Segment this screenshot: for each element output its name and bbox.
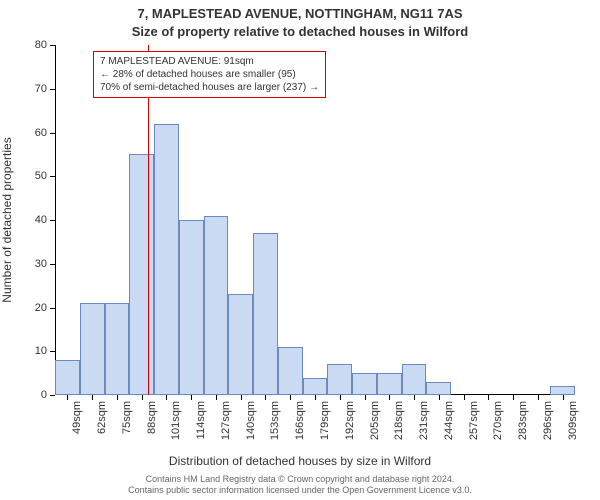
footer: Contains HM Land Registry data © Crown c…: [0, 474, 600, 496]
y-tick-label: 10: [35, 345, 47, 357]
x-tick-label: 166sqm: [294, 401, 306, 440]
x-tick-label: 205sqm: [369, 401, 381, 440]
annotation-line: ← 28% of detached houses are smaller (95…: [100, 68, 319, 81]
chart-title-main: 7, MAPLESTEAD AVENUE, NOTTINGHAM, NG11 7…: [0, 6, 600, 21]
x-axis-title: Distribution of detached houses by size …: [0, 454, 600, 468]
annotation-box: 7 MAPLESTEAD AVENUE: 91sqm← 28% of detac…: [93, 51, 326, 98]
bar: [278, 347, 303, 395]
x-tick: [191, 395, 192, 400]
y-tick-label: 0: [41, 389, 47, 401]
x-tick-label: 127sqm: [220, 401, 232, 440]
y-tick: [50, 176, 55, 177]
bar: [426, 382, 451, 395]
x-tick: [142, 395, 143, 400]
y-tick: [50, 351, 55, 352]
y-tick: [50, 89, 55, 90]
x-tick-label: 75sqm: [121, 401, 133, 434]
bar: [377, 373, 402, 395]
x-tick: [488, 395, 489, 400]
x-tick: [92, 395, 93, 400]
bar: [105, 303, 130, 395]
y-tick-label: 50: [35, 170, 47, 182]
bar: [402, 364, 427, 395]
footer-line-2: Contains public sector information licen…: [0, 485, 600, 496]
x-tick-label: 88sqm: [146, 401, 158, 434]
bar: [80, 303, 105, 395]
y-axis-line: [55, 45, 56, 395]
y-tick-label: 70: [35, 83, 47, 95]
footer-line-1: Contains HM Land Registry data © Crown c…: [0, 474, 600, 485]
x-tick-label: 257sqm: [468, 401, 480, 440]
x-tick-label: 62sqm: [96, 401, 108, 434]
y-tick-label: 80: [35, 39, 47, 51]
x-tick: [414, 395, 415, 400]
x-tick: [464, 395, 465, 400]
x-tick-label: 296sqm: [542, 401, 554, 440]
bar: [55, 360, 80, 395]
y-tick-label: 20: [35, 302, 47, 314]
x-tick: [340, 395, 341, 400]
x-tick-label: 114sqm: [195, 401, 207, 439]
x-tick-label: 244sqm: [443, 401, 455, 440]
bar: [154, 124, 179, 395]
y-tick-label: 40: [35, 214, 47, 226]
y-tick-label: 30: [35, 258, 47, 270]
x-tick: [117, 395, 118, 400]
bar: [253, 233, 278, 395]
y-tick: [50, 220, 55, 221]
x-tick-label: 140sqm: [245, 401, 257, 440]
x-tick: [67, 395, 68, 400]
bar: [228, 294, 253, 395]
x-tick: [439, 395, 440, 400]
chart-title-sub: Size of property relative to detached ho…: [0, 24, 600, 39]
x-tick: [166, 395, 167, 400]
x-tick: [513, 395, 514, 400]
x-tick: [365, 395, 366, 400]
x-tick-label: 283sqm: [517, 401, 529, 440]
x-tick-label: 101sqm: [170, 401, 182, 440]
y-tick: [50, 395, 55, 396]
bar: [327, 364, 352, 395]
x-tick: [290, 395, 291, 400]
x-tick-label: 231sqm: [418, 401, 430, 440]
annotation-line: 70% of semi-detached houses are larger (…: [100, 81, 319, 94]
bar: [303, 378, 328, 396]
x-tick-label: 218sqm: [393, 401, 405, 440]
y-axis-title: Number of detached properties: [0, 55, 14, 220]
x-tick: [538, 395, 539, 400]
x-tick: [216, 395, 217, 400]
bar: [129, 154, 154, 395]
x-tick: [563, 395, 564, 400]
x-tick: [265, 395, 266, 400]
x-tick-label: 179sqm: [319, 401, 331, 440]
x-tick: [241, 395, 242, 400]
plot-area: 0102030405060708049sqm62sqm75sqm88sqm101…: [55, 45, 575, 395]
x-tick-label: 309sqm: [567, 401, 579, 440]
annotation-line: 7 MAPLESTEAD AVENUE: 91sqm: [100, 55, 319, 68]
y-tick-label: 60: [35, 127, 47, 139]
x-tick-label: 49sqm: [71, 401, 83, 434]
x-tick-label: 153sqm: [269, 401, 281, 440]
x-tick-label: 192sqm: [344, 401, 356, 440]
x-tick: [389, 395, 390, 400]
y-tick: [50, 308, 55, 309]
bar: [352, 373, 377, 395]
bar: [204, 216, 229, 395]
bar: [179, 220, 204, 395]
y-tick: [50, 133, 55, 134]
y-tick: [50, 45, 55, 46]
y-tick: [50, 264, 55, 265]
bar: [550, 386, 575, 395]
x-tick: [315, 395, 316, 400]
x-tick-label: 270sqm: [492, 401, 504, 440]
